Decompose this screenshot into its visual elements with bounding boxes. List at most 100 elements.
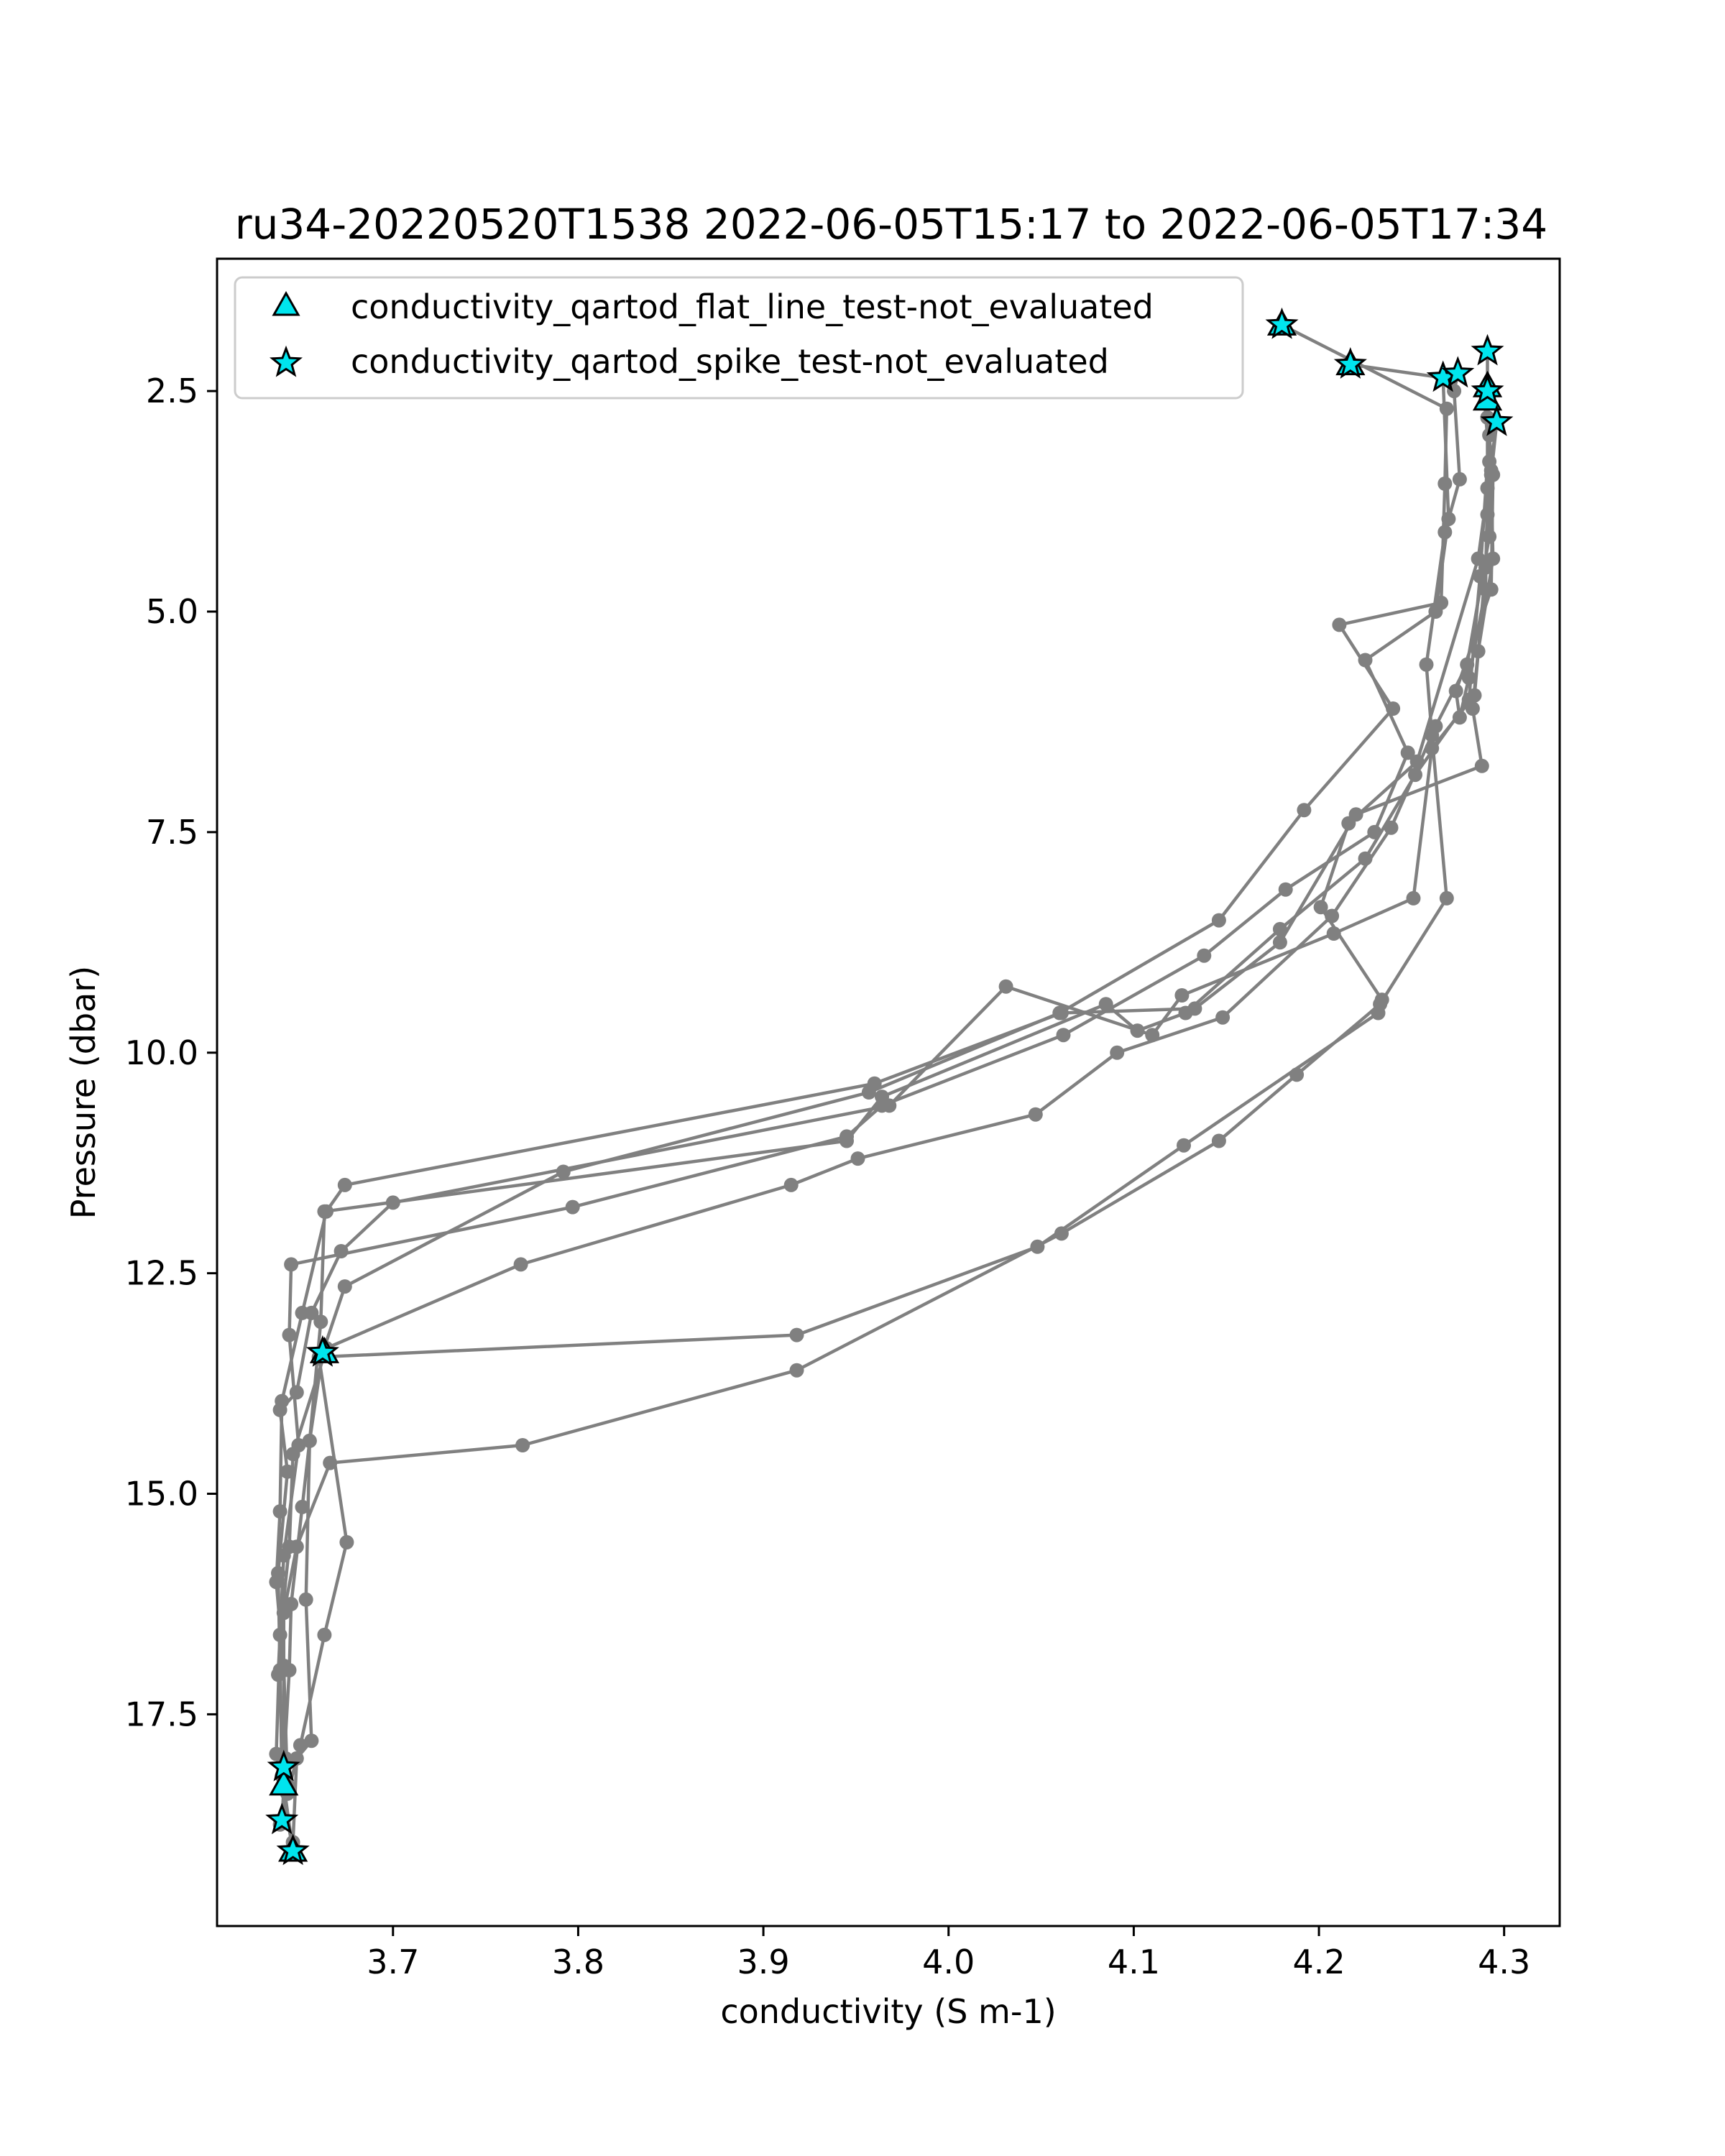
spike-flag-marker xyxy=(1471,333,1504,366)
profile-line-2 xyxy=(276,363,1450,1820)
legend: conductivity_qartod_flat_line_test-not_e… xyxy=(234,276,1244,400)
profile-point xyxy=(1471,551,1486,566)
profile-point xyxy=(275,1393,290,1409)
profile-point xyxy=(1482,454,1497,469)
profile-point xyxy=(304,1733,319,1749)
profile-point xyxy=(1480,481,1495,496)
profile-point xyxy=(1486,551,1501,566)
y-axis-ticks: 2.5 5.0 7.5 10.0 12.5 15.0 17.5 xyxy=(125,372,217,1733)
profile-point xyxy=(385,1195,400,1210)
profile-line-6 xyxy=(275,421,1499,1852)
profile-point xyxy=(293,1738,308,1753)
profile-line-5 xyxy=(276,390,1491,1777)
profile-point xyxy=(1178,1005,1193,1021)
profile-point xyxy=(337,1279,352,1294)
legend-box xyxy=(234,276,1244,400)
profile-point xyxy=(867,1076,882,1091)
profile-point xyxy=(1386,701,1401,716)
profile-point xyxy=(1325,908,1340,923)
profile-point xyxy=(1211,913,1226,928)
profile-point xyxy=(276,1606,291,1621)
y-tick-label: 17.5 xyxy=(125,1695,198,1733)
profile-point xyxy=(998,979,1013,994)
profile-point xyxy=(1448,683,1463,699)
profile-point xyxy=(1461,671,1476,686)
profile-point xyxy=(565,1199,580,1215)
spike-flag-marker xyxy=(1333,347,1367,379)
profile-lines xyxy=(275,323,1499,1852)
profile-point xyxy=(1425,741,1440,756)
y-tick-label: 12.5 xyxy=(125,1254,198,1293)
x-axis-label: conductivity (S m-1) xyxy=(720,1992,1056,2031)
x-axis-ticks: 3.7 3.8 3.9 4.0 4.1 4.2 4.3 xyxy=(367,1926,1530,1981)
profile-point xyxy=(339,1535,354,1549)
spike-flag-marker xyxy=(305,1335,339,1367)
profile-point xyxy=(850,1151,865,1166)
profile-point xyxy=(783,1177,799,1192)
flag-markers xyxy=(265,307,1514,1866)
profile-point xyxy=(1297,803,1312,818)
profile-point xyxy=(272,1504,288,1519)
profile-point xyxy=(789,1327,804,1342)
profile-points xyxy=(269,318,1504,1858)
profile-point xyxy=(1174,988,1190,1003)
x-tick-label: 4.1 xyxy=(1108,1943,1160,1981)
profile-point xyxy=(1486,467,1501,482)
profile-point xyxy=(1272,935,1287,950)
profile-point xyxy=(1341,816,1356,831)
profile-point xyxy=(875,1089,889,1105)
profile-point xyxy=(272,1627,288,1642)
spike-flag-marker xyxy=(276,1833,310,1866)
profile-point xyxy=(1110,1045,1125,1060)
profile-point xyxy=(1438,525,1453,540)
profile-point xyxy=(1332,617,1347,632)
x-tick-label: 4.0 xyxy=(922,1943,975,1981)
profile-point xyxy=(1054,1226,1069,1241)
legend-triangle-marker xyxy=(272,290,300,316)
profile-point xyxy=(1400,745,1415,760)
y-tick-label: 15.0 xyxy=(125,1475,198,1514)
profile-point xyxy=(1473,568,1488,584)
spike-flag-marker xyxy=(1471,373,1504,405)
profile-point xyxy=(313,1314,328,1330)
profile-point xyxy=(285,1447,300,1462)
legend-label-spike: conductivity_qartod_spike_test-not_evalu… xyxy=(351,342,1109,381)
profile-point xyxy=(1197,948,1212,963)
profile-point xyxy=(1439,401,1454,416)
profile-point xyxy=(295,1499,310,1514)
y-tick-label: 7.5 xyxy=(146,813,198,852)
profile-point xyxy=(1056,1028,1071,1043)
spike-flag-marker xyxy=(1441,356,1475,388)
y-tick-label: 2.5 xyxy=(146,372,198,410)
profile-point xyxy=(1480,507,1495,522)
profile-point xyxy=(289,1385,304,1400)
profile-point xyxy=(1358,653,1373,668)
profile-point xyxy=(1145,1028,1160,1043)
profile-point xyxy=(1471,644,1486,659)
profile-point xyxy=(295,1305,310,1320)
profile-point xyxy=(298,1592,313,1607)
profile-point xyxy=(1030,1239,1045,1254)
profile-point xyxy=(1484,582,1499,597)
profile-point xyxy=(556,1164,571,1179)
profile-point xyxy=(1358,851,1373,866)
profile-point xyxy=(276,1663,291,1677)
profile-point xyxy=(282,1539,297,1554)
profile-point xyxy=(1215,1010,1230,1025)
y-tick-label: 5.0 xyxy=(146,592,198,631)
profile-point xyxy=(282,1327,297,1342)
profile-point xyxy=(1384,820,1399,835)
profile-point xyxy=(1098,997,1113,1012)
profile-point xyxy=(1461,692,1476,707)
profile-point xyxy=(1313,900,1328,915)
legend-label-flat-line: conductivity_qartod_flat_line_test-not_e… xyxy=(351,287,1154,326)
profile-point xyxy=(1452,710,1467,725)
profile-point xyxy=(840,1133,854,1148)
profile-point xyxy=(280,1464,295,1479)
flat-line-flag-marker xyxy=(269,1769,299,1796)
profile-line-1 xyxy=(282,323,1449,1768)
profile-point xyxy=(515,1438,530,1452)
profile-point xyxy=(1054,1005,1069,1021)
profile-point xyxy=(1028,1107,1043,1122)
